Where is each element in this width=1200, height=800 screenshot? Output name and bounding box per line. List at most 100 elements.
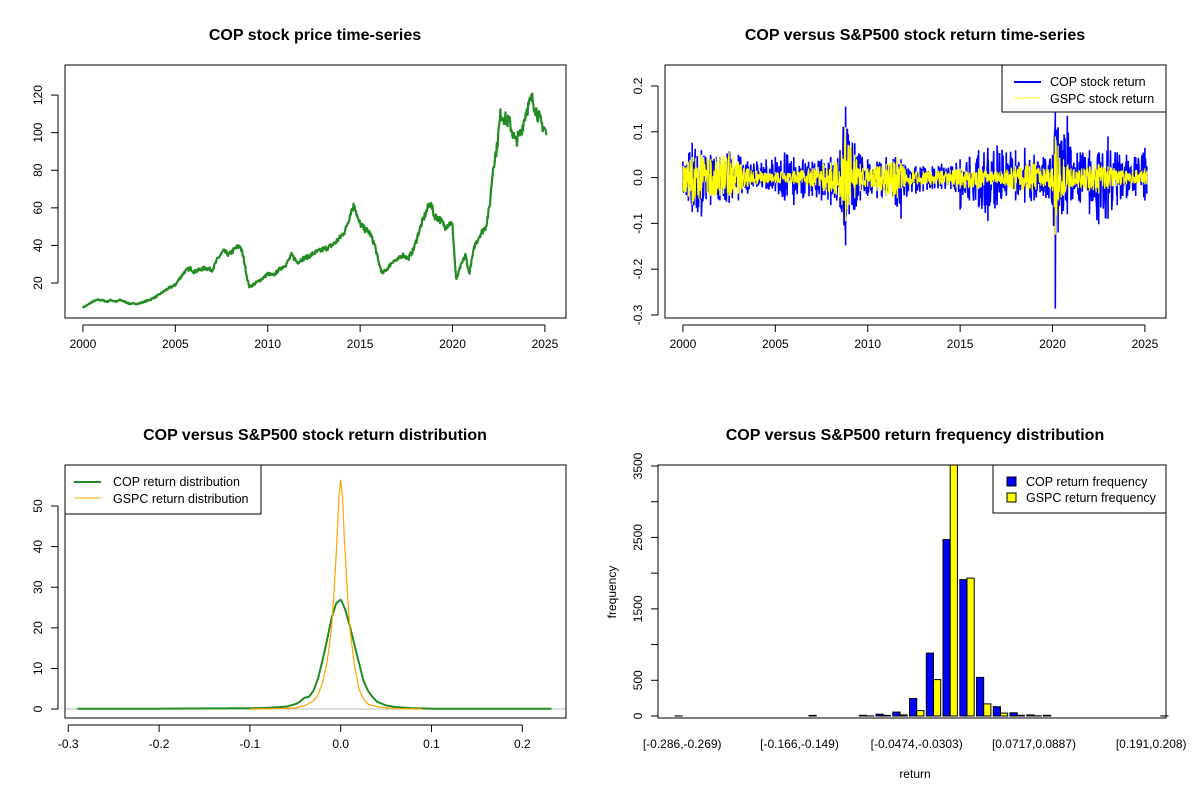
density-y-tick-label: 50 bbox=[31, 499, 45, 513]
density-x-axis: -0.3 -0.2 -0.1 0.0 0.1 0.2 bbox=[58, 724, 531, 751]
density-y-tick-label: 0 bbox=[31, 705, 45, 712]
histogram-legend-gspc-label: GSPC return frequency bbox=[1026, 491, 1157, 505]
histogram-legend-cop-swatch bbox=[1006, 476, 1017, 487]
density-legend-cop-label: COP return distribution bbox=[113, 475, 240, 489]
price-x-axis: 2000 2005 2010 2015 2020 2025 bbox=[70, 324, 559, 351]
cop-frequency-bar bbox=[1026, 714, 1035, 717]
histogram-x-axis: [-0.286,-0.269) [-0.166,-0.149) [-0.0474,-… bbox=[643, 737, 1187, 751]
price-plot-box bbox=[64, 64, 567, 319]
gspc-frequency-bar bbox=[882, 714, 891, 717]
cop-frequency-bar bbox=[925, 652, 934, 717]
histogram-y-tick-label: 1500 bbox=[631, 595, 645, 622]
price-y-axis: 20 40 60 80 100 120 bbox=[31, 85, 59, 290]
price-chart: COP stock price time-series 2000 2005 2010… bbox=[31, 27, 567, 351]
histogram-x-tick-label: [0.191,0.208) bbox=[1116, 737, 1187, 751]
returns-legend-gspc-label: GSPC stock return bbox=[1050, 92, 1154, 106]
gspc-frequency-bar bbox=[966, 577, 975, 717]
returns-x-tick-label: 2025 bbox=[1132, 337, 1159, 351]
density-series-layer bbox=[77, 479, 552, 710]
returns-chart: COP versus S&P500 stock return time-seri… bbox=[631, 27, 1167, 351]
cop-frequency-bar bbox=[1009, 712, 1018, 717]
price-y-tick-label: 100 bbox=[31, 122, 45, 142]
returns-x-tick-label: 2010 bbox=[854, 337, 881, 351]
returns-y-tick-label: -0.2 bbox=[631, 259, 645, 280]
price-y-tick-label: 60 bbox=[31, 201, 45, 215]
histogram-x-tick-label: [-0.286,-0.269) bbox=[643, 737, 722, 751]
histogram-y-tick-label: 3500 bbox=[631, 452, 645, 479]
density-x-tick-label: -0.1 bbox=[240, 737, 261, 751]
histogram-chart: COP versus S&P500 return frequency distr… bbox=[605, 427, 1187, 781]
price-line bbox=[81, 92, 548, 309]
histogram-bars-layer bbox=[674, 464, 1169, 717]
gspc-return-line bbox=[682, 127, 1148, 235]
density-plot-box bbox=[64, 464, 567, 719]
cop-frequency-bar bbox=[942, 539, 951, 717]
density-legend: COP return distribution GSPC return dist… bbox=[64, 464, 262, 515]
returns-legend-cop-label: COP stock return bbox=[1050, 75, 1146, 89]
returns-x-tick-label: 2015 bbox=[947, 337, 974, 351]
gspc-frequency-bar bbox=[949, 464, 958, 717]
density-legend-gspc-label: GSPC return distribution bbox=[113, 492, 249, 506]
gspc-frequency-bar bbox=[1000, 712, 1009, 717]
density-x-tick-label: 0.2 bbox=[514, 737, 531, 751]
gspc-frequency-bar bbox=[983, 703, 992, 717]
density-chart: COP versus S&P500 stock return distribut… bbox=[31, 427, 567, 751]
gspc-frequency-bar bbox=[899, 714, 908, 717]
cop-return-line bbox=[682, 106, 1148, 309]
histogram-y-tick-label: 2500 bbox=[631, 524, 645, 551]
price-x-tick-label: 2025 bbox=[532, 337, 559, 351]
price-y-tick-label: 20 bbox=[31, 276, 45, 290]
density-x-tick-label: 0.0 bbox=[332, 737, 349, 751]
gspc-frequency-bar bbox=[933, 679, 942, 717]
cop-frequency-bar bbox=[992, 706, 1001, 717]
price-y-tick-label: 80 bbox=[31, 163, 45, 177]
histogram-x-tick-label: [0.0717,0.0887) bbox=[992, 737, 1076, 751]
returns-y-axis: -0.3 -0.2 -0.1 0.0 0.1 0.2 bbox=[631, 77, 659, 325]
price-x-tick-label: 2000 bbox=[70, 337, 97, 351]
cop-frequency-bar bbox=[858, 714, 867, 717]
density-x-tick-label: -0.3 bbox=[58, 737, 79, 751]
density-y-tick-label: 40 bbox=[31, 540, 45, 554]
price-x-tick-label: 2005 bbox=[162, 337, 189, 351]
gspc-density-line bbox=[249, 479, 423, 710]
histogram-legend-box bbox=[992, 464, 1167, 514]
returns-y-tick-label: 0.1 bbox=[631, 123, 645, 140]
gspc-frequency-bar bbox=[916, 710, 925, 717]
returns-chart-title: COP versus S&P500 stock return time-seri… bbox=[745, 27, 1085, 44]
cop-frequency-bar bbox=[1043, 714, 1052, 717]
density-y-tick-label: 20 bbox=[31, 621, 45, 635]
density-x-tick-label: 0.1 bbox=[423, 737, 440, 751]
returns-y-tick-label: 0.2 bbox=[631, 77, 645, 94]
price-series-layer bbox=[81, 92, 548, 309]
histogram-y-tick-label: 0 bbox=[631, 712, 645, 719]
histogram-chart-title: COP versus S&P500 return frequency distr… bbox=[726, 427, 1104, 444]
returns-legend: COP stock return GSPC stock return bbox=[1001, 64, 1167, 113]
returns-x-tick-label: 2005 bbox=[762, 337, 789, 351]
histogram-x-tick-label: [-0.0474,-0.0303) bbox=[871, 737, 963, 751]
price-x-tick-label: 2010 bbox=[254, 337, 281, 351]
cop-frequency-bar bbox=[875, 713, 884, 717]
density-y-tick-label: 30 bbox=[31, 580, 45, 594]
density-legend-box bbox=[64, 464, 262, 515]
returns-x-axis: 2000 2005 2010 2015 2020 2025 bbox=[670, 324, 1159, 351]
price-x-tick-label: 2020 bbox=[439, 337, 466, 351]
density-y-tick-label: 10 bbox=[31, 661, 45, 675]
histogram-x-tick-label: [-0.166,-0.149) bbox=[760, 737, 839, 751]
cop-frequency-bar bbox=[959, 579, 968, 717]
returns-x-tick-label: 2000 bbox=[670, 337, 697, 351]
histogram-legend-cop-label: COP return frequency bbox=[1026, 475, 1148, 489]
gspc-frequency-bar bbox=[1016, 714, 1025, 717]
price-y-tick-label: 40 bbox=[31, 238, 45, 252]
returns-legend-box bbox=[1001, 64, 1167, 113]
returns-y-tick-label: 0.0 bbox=[631, 169, 645, 186]
returns-series-layer bbox=[682, 106, 1148, 309]
returns-y-tick-label: -0.3 bbox=[631, 304, 645, 325]
price-chart-title: COP stock price time-series bbox=[209, 27, 421, 44]
returns-x-tick-label: 2020 bbox=[1039, 337, 1066, 351]
cop-frequency-bar bbox=[976, 676, 985, 717]
cop-frequency-bar bbox=[892, 711, 901, 717]
price-y-tick-label: 120 bbox=[31, 85, 45, 105]
histogram-y-label: frequency bbox=[605, 566, 619, 619]
density-y-axis: 0 10 20 30 40 50 bbox=[31, 499, 59, 712]
